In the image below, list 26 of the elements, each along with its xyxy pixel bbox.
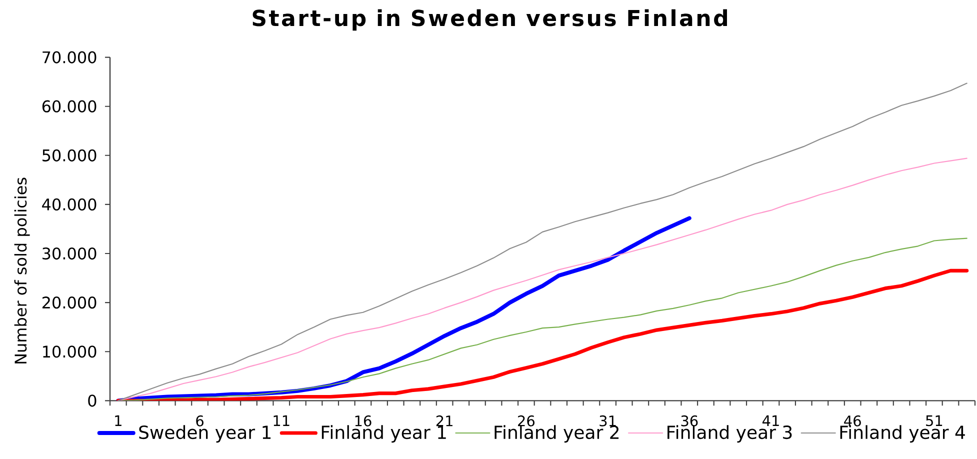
y-tick-label: 0 [88, 394, 96, 407]
x-tick-label: 26 [518, 415, 534, 426]
x-tick-label: 21 [436, 415, 452, 426]
y-tick-label: 50.000 [42, 149, 96, 162]
x-tick-label: 46 [844, 415, 861, 426]
legend-label: Finland year 2 [494, 425, 619, 443]
y-tick-label: 30.000 [42, 247, 96, 260]
x-tick-label: 1 [115, 415, 122, 426]
y-axis-title: Number of sold policies [14, 178, 30, 364]
y-tick-label: 70.000 [42, 51, 96, 64]
legend-label: Finland year 1 [322, 425, 446, 443]
y-tick-label: 60.000 [42, 100, 96, 112]
x-tick-label: 16 [355, 415, 372, 426]
y-tick-label: 10.000 [43, 346, 96, 358]
x-tick-label: 36 [681, 415, 698, 426]
y-tick-label: 40.000 [42, 198, 96, 211]
x-tick-label: 31 [600, 415, 616, 426]
chart-title: Start-up in Sweden versus Finland [252, 9, 727, 31]
legend-label: Finland year 3 [668, 425, 792, 443]
x-tick-label: 51 [926, 415, 942, 426]
legend-label: Sweden year 1 [139, 425, 271, 443]
y-tick-label: 20.000 [42, 296, 96, 309]
x-tick-label: 11 [274, 415, 290, 426]
x-tick-label: 6 [196, 415, 204, 426]
legend-label: Finland year 4 [840, 425, 965, 443]
x-tick-label: 41 [762, 415, 779, 426]
